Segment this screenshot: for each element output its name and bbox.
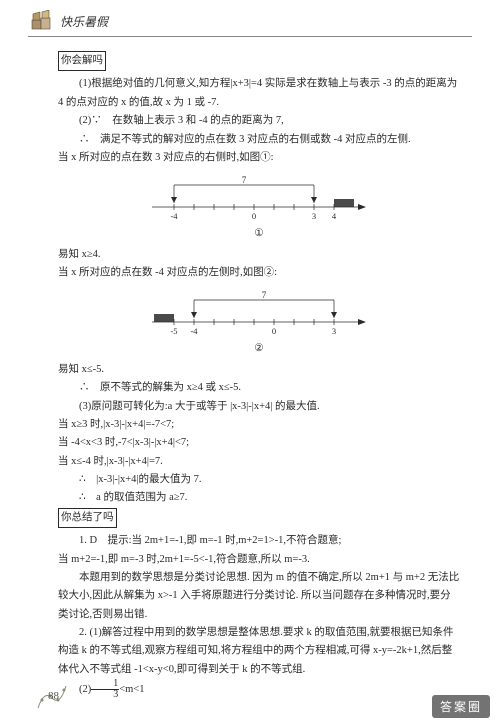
svg-text:7: 7 (262, 290, 267, 300)
paragraph: 2. (1)解答过程中用到的数学思想是整体思想.要求 k 的取值范围,就要根据已… (58, 624, 460, 679)
number-line-diagram-1: -4 0 3 4 7 (144, 173, 374, 223)
book-logo-icon (30, 10, 54, 32)
figure-label-2: ② (58, 340, 460, 358)
watermark-badge: 答案圈 (432, 695, 490, 718)
svg-text:-5: -5 (170, 326, 177, 336)
q2b-prefix: (2) (79, 684, 91, 695)
paragraph: ∴ 满足不等式的解对应的点在数 3 对应点的右侧或数 -4 对应点的左侧. (58, 131, 460, 149)
paragraph: ∴ a 的取值范围为 a≥7. (58, 489, 460, 507)
paragraph: 易知 x≥4. (58, 246, 460, 264)
svg-text:3: 3 (332, 326, 336, 336)
paragraph: 本题用到的数学思想是分类讨论思想. 因为 m 的值不确定,所以 2m+1 与 m… (58, 569, 460, 624)
figure-label-1: ① (58, 225, 460, 243)
paragraph: 1. D 提示:当 2m+1=-1,即 m=-1 时,m+2=1>-1,不符合题… (58, 532, 460, 550)
paragraph: 当 x≥3 时,|x-3|-|x+4|=-7<7; (58, 416, 460, 434)
q2b-suffix: <m<1 (119, 684, 144, 695)
svg-text:0: 0 (252, 211, 256, 221)
svg-text:3: 3 (312, 211, 316, 221)
paragraph: (3)原问题可转化为:a 大于或等于 |x-3|-|x+4| 的最大值. (58, 398, 460, 416)
paragraph: ∴ |x-3|-|x+4|的最大值为 7. (58, 471, 460, 489)
paragraph: 当 x 所对应的点在数 -4 对应点的左侧时,如图②: (58, 264, 460, 282)
svg-text:-4: -4 (170, 211, 178, 221)
section-tag-1: 你会解吗 (58, 51, 106, 71)
svg-text:-4: -4 (190, 326, 198, 336)
page-number: 88 (48, 690, 59, 702)
paragraph: (1)根据绝对值的几何意义,知方程|x+3|=4 实际是求在数轴上与表示 -3 … (58, 75, 460, 112)
main-content: 你会解吗 (1)根据绝对值的几何意义,知方程|x+3|=4 实际是求在数轴上与表… (0, 37, 500, 700)
paragraph: 易知 x≤-5. (58, 361, 460, 379)
svg-text:7: 7 (242, 175, 247, 185)
header-title: 快乐暑假 (60, 13, 108, 30)
paragraph: ∴ 原不等式的解集为 x≥4 或 x≤-5. (58, 379, 460, 397)
paragraph: 当 x 所对应的点在数 3 对应点的右侧时,如图①: (58, 149, 460, 167)
page-header: 快乐暑假 (0, 0, 500, 34)
paragraph: 当 x≤-4 时,|x-3|-|x+4|=7. (58, 453, 460, 471)
fraction: 13 (91, 679, 119, 700)
section-tag-2: 你总结了吗 (58, 508, 117, 528)
fraction-den: 3 (91, 690, 119, 700)
number-line-diagram-2: -5 -4 0 3 7 (144, 288, 374, 338)
svg-text:0: 0 (272, 326, 276, 336)
paragraph: 当 m+2=-1,即 m=-3 时,2m+1=-5<-1,符合题意,所以 m=-… (58, 551, 460, 569)
paragraph: 当 -4<x<3 时,-7<|x-3|-|x+4|<7; (58, 434, 460, 452)
svg-text:4: 4 (332, 211, 337, 221)
page-footer: 88 (34, 680, 59, 710)
paragraph: (2)13<m<1 (58, 679, 460, 700)
paragraph: (2)∵ 在数轴上表示 3 和 -4 的点的距离为 7, (58, 112, 460, 130)
